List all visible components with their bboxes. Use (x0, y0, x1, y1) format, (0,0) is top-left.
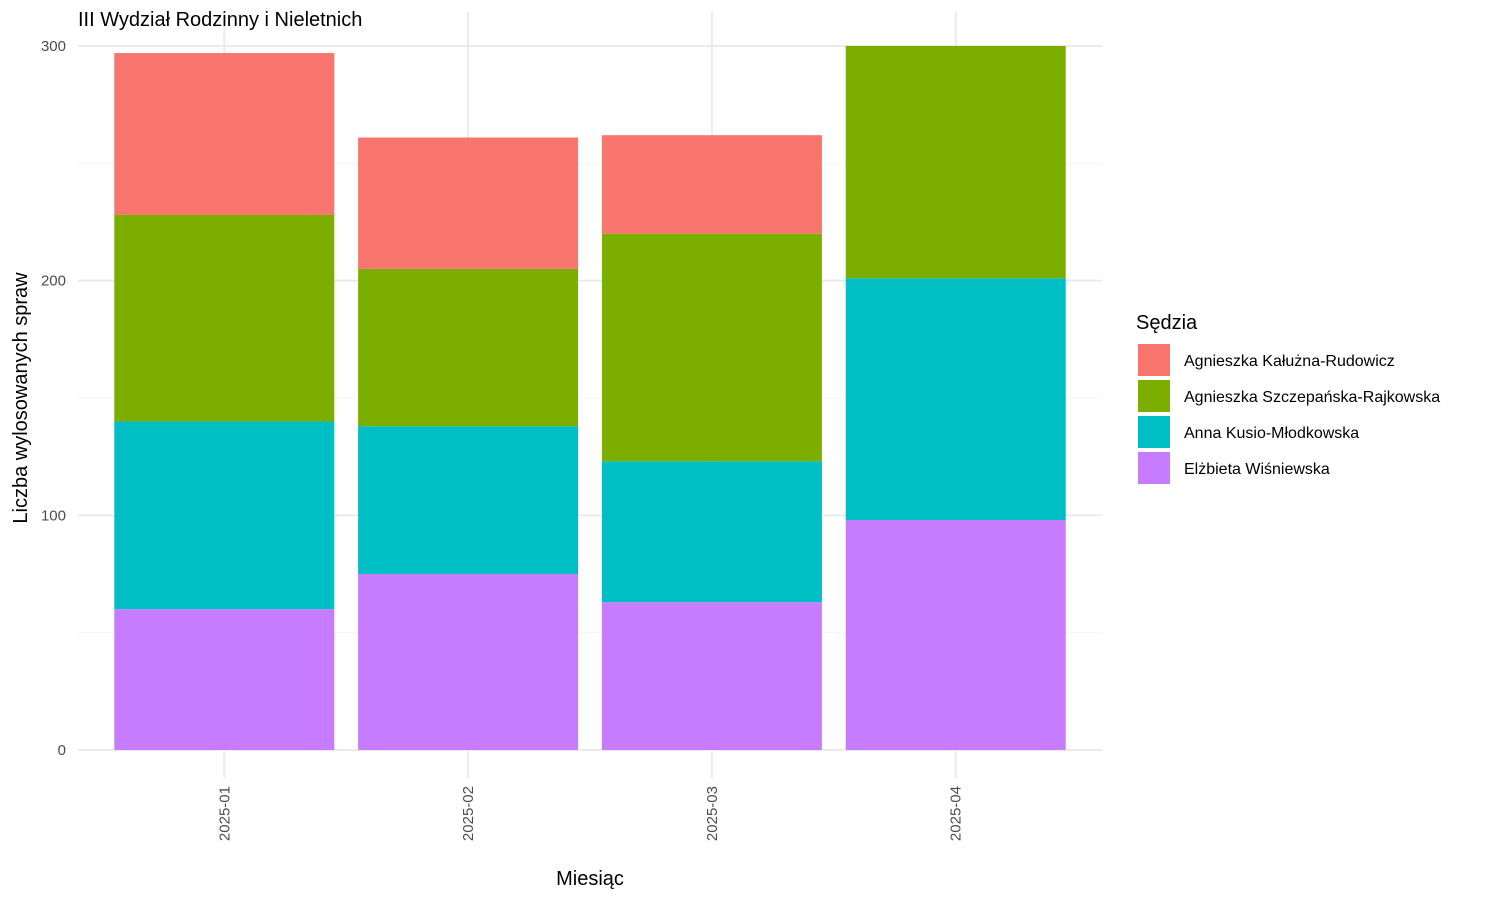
bar-segment (845, 520, 1066, 750)
x-tick-label: 2025-01 (216, 786, 233, 841)
bar-segment (601, 233, 822, 462)
bar-segment (358, 268, 579, 427)
bar-segment (358, 137, 579, 269)
bar-segment (114, 53, 335, 215)
y-tick-label: 100 (41, 507, 66, 524)
y-tick-label: 0 (58, 742, 66, 759)
x-tick-label: 2025-04 (948, 786, 965, 841)
bar-segment (601, 602, 822, 750)
bar-segment (114, 609, 335, 750)
legend-label: Agnieszka Szczepańska-Rajkowska (1184, 389, 1440, 406)
legend-label: Anna Kusio-Młodkowska (1184, 425, 1359, 442)
bar-segment (358, 426, 579, 574)
legend-label: Agnieszka Kałużna-Rudowicz (1184, 353, 1395, 370)
bar-segment (601, 135, 822, 234)
bar-segment (114, 214, 335, 422)
y-axis-title: Liczba wylosowanych spraw (10, 272, 32, 524)
legend: Sędzia Agnieszka Kałużna-RudowiczAgniesz… (1136, 312, 1440, 484)
bar-segment (358, 574, 579, 750)
legend-items: Agnieszka Kałużna-Rudowicz Agnieszka Szcz… (1138, 344, 1440, 484)
bar-segment (845, 278, 1066, 521)
chart-title: III Wydział Rodzinny i Nieletnich (78, 9, 362, 31)
legend-label: Elżbieta Wiśniewska (1184, 461, 1330, 478)
legend-key (1138, 344, 1170, 376)
x-tick-label: 2025-02 (460, 786, 477, 841)
legend-key (1138, 380, 1170, 412)
legend-key (1138, 452, 1170, 484)
bar-segment (601, 461, 822, 603)
bar-segment (845, 46, 1066, 279)
legend-title: Sędzia (1136, 312, 1198, 334)
bars-layer (114, 46, 1066, 750)
y-tick-label: 300 (41, 38, 66, 55)
y-tick-label: 200 (41, 273, 66, 290)
bar-segment (114, 421, 335, 610)
x-axis-title: Miesiąc (556, 868, 624, 890)
legend-key (1138, 416, 1170, 448)
x-tick-label: 2025-03 (704, 786, 721, 841)
axis-layer: 0 100 200 300 2025-01 2025-02 2025-03 2025-04 (41, 38, 965, 841)
